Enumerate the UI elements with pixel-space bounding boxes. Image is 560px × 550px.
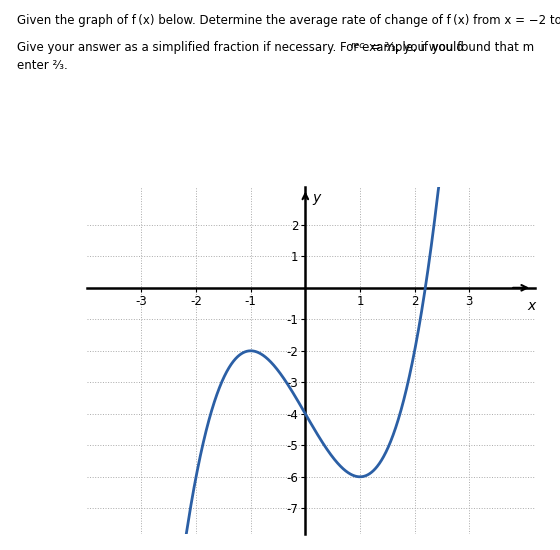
Text: rec: rec bbox=[351, 41, 365, 50]
Text: = ²⁄₃, you would: = ²⁄₃, you would bbox=[367, 41, 464, 54]
Text: $x$: $x$ bbox=[526, 299, 537, 313]
Text: enter ²⁄₃.: enter ²⁄₃. bbox=[17, 59, 68, 72]
Text: $y$: $y$ bbox=[312, 192, 323, 207]
Text: Given the graph of f (x) below. Determine the average rate of change of f (x) fr: Given the graph of f (x) below. Determin… bbox=[17, 14, 560, 27]
Text: Give your answer as a simplified fraction if necessary. For example, if you foun: Give your answer as a simplified fractio… bbox=[17, 41, 534, 54]
